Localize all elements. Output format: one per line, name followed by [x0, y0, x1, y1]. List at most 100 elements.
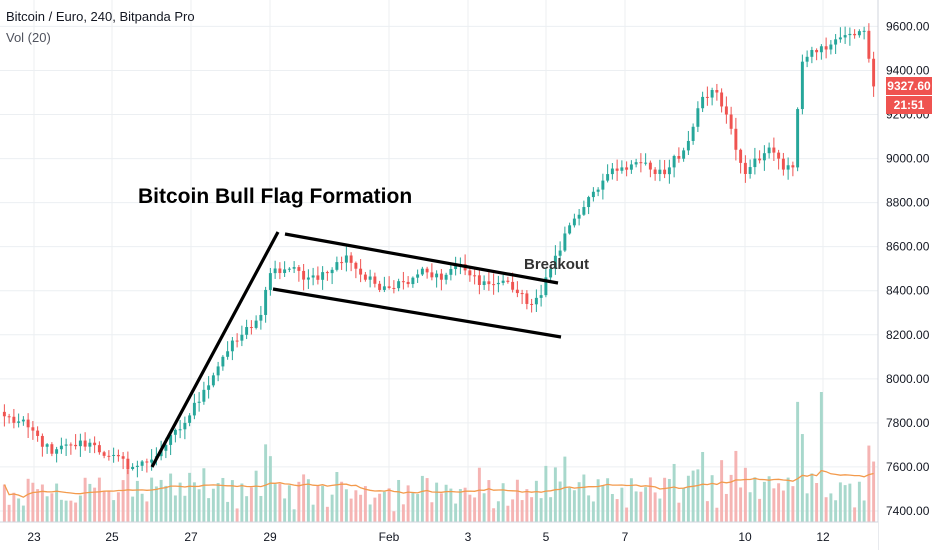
candle-body — [425, 268, 429, 273]
volume-bar — [202, 468, 206, 522]
volume-bar — [487, 480, 491, 522]
candle-body — [50, 444, 54, 454]
volume-bar — [107, 490, 111, 522]
candle-body — [83, 440, 87, 447]
candle-body — [397, 281, 401, 289]
candle-body — [17, 421, 21, 423]
volume-bar — [50, 493, 54, 522]
volume-bar — [425, 478, 429, 522]
candle-body — [777, 152, 781, 159]
volume-bar — [192, 482, 196, 522]
candle-body — [192, 402, 196, 416]
time-tick-label: 7 — [622, 530, 629, 544]
candle-body — [93, 442, 97, 446]
volume-bar — [582, 474, 586, 522]
volume-bar — [568, 487, 572, 522]
volume-bar — [382, 491, 386, 522]
volume-bar — [596, 479, 600, 522]
volume-bar — [373, 497, 377, 522]
candle-body — [278, 268, 282, 274]
candle-body — [387, 286, 391, 288]
price-tick-label: 8400.00 — [886, 284, 930, 298]
candle-body — [197, 401, 201, 403]
candle-body — [715, 90, 719, 93]
candle-body — [107, 455, 111, 457]
candle-body — [781, 158, 785, 170]
time-axis[interactable] — [0, 521, 878, 550]
candle-body — [416, 274, 420, 278]
candle-body — [686, 140, 690, 151]
candle-body — [734, 128, 738, 150]
candle-body — [644, 162, 648, 164]
candle-body — [501, 280, 505, 283]
candle-body — [59, 445, 63, 450]
volume-bar — [235, 508, 239, 522]
price-axis-labels: 9600.009400.009200.009000.008800.008600.… — [886, 19, 930, 518]
candle-body — [610, 168, 614, 175]
volume-bar — [686, 475, 690, 522]
price-tick-label: 9000.00 — [886, 152, 930, 166]
time-tick-label: 5 — [543, 530, 550, 544]
candle-body — [88, 442, 92, 447]
candle-body — [97, 445, 101, 453]
candle-body — [705, 96, 709, 98]
candle-body — [26, 419, 30, 428]
volume-bar — [705, 501, 709, 522]
candle-body — [74, 444, 78, 447]
volume-bar — [7, 504, 11, 522]
volume-bar — [468, 494, 472, 522]
candle-body — [682, 150, 686, 159]
volume-bar — [625, 507, 629, 522]
volume-bar — [287, 485, 291, 522]
candle-body — [164, 444, 168, 451]
candle-body — [520, 293, 524, 295]
volume-bar — [653, 492, 657, 522]
candle-body — [344, 255, 348, 263]
volume-bar — [173, 495, 177, 522]
volume-bar — [634, 491, 638, 522]
candle-body — [283, 269, 287, 274]
volume-bar — [150, 477, 154, 522]
volume-bar — [69, 500, 73, 522]
volume-bar — [420, 475, 424, 522]
candle-body — [530, 303, 534, 305]
volume-bar — [511, 499, 515, 522]
volume-bar — [401, 504, 405, 522]
candle-body — [553, 255, 557, 269]
volume-bar — [606, 478, 610, 522]
volume-bar — [226, 501, 230, 522]
candle-body — [506, 280, 510, 282]
candle-body — [786, 165, 790, 170]
volume-bar — [857, 481, 861, 522]
candle-body — [834, 39, 838, 45]
volume-bar — [211, 488, 215, 522]
candle-body — [658, 169, 662, 174]
candle-body — [615, 168, 619, 171]
volume-bar — [696, 469, 700, 522]
volume-bar — [31, 482, 35, 522]
volume-legend[interactable]: Vol (20) — [6, 30, 51, 45]
volume-bar — [724, 493, 728, 522]
candle-body — [116, 454, 120, 457]
symbol-legend[interactable]: Bitcoin / Euro, 240, Bitpanda Pro — [6, 9, 195, 24]
volume-bar — [292, 509, 296, 522]
volume-bar — [2, 484, 6, 522]
candle-body — [145, 461, 149, 463]
candle-body — [221, 356, 225, 367]
candle-body — [259, 314, 263, 321]
volume-bar — [116, 492, 120, 522]
candle-body — [634, 162, 638, 165]
last-price-tag: 9327.60 — [886, 77, 932, 96]
candle-body — [767, 147, 771, 154]
volume-bar — [530, 497, 534, 522]
volume-bar — [121, 480, 125, 522]
candle-body — [653, 169, 657, 174]
volume-bar — [482, 493, 486, 522]
volume-bar — [815, 483, 819, 522]
volume-bar — [796, 401, 800, 522]
volume-bar — [777, 483, 781, 522]
candle-body — [511, 281, 515, 290]
candle-body — [112, 454, 116, 456]
candle-body — [135, 465, 139, 467]
